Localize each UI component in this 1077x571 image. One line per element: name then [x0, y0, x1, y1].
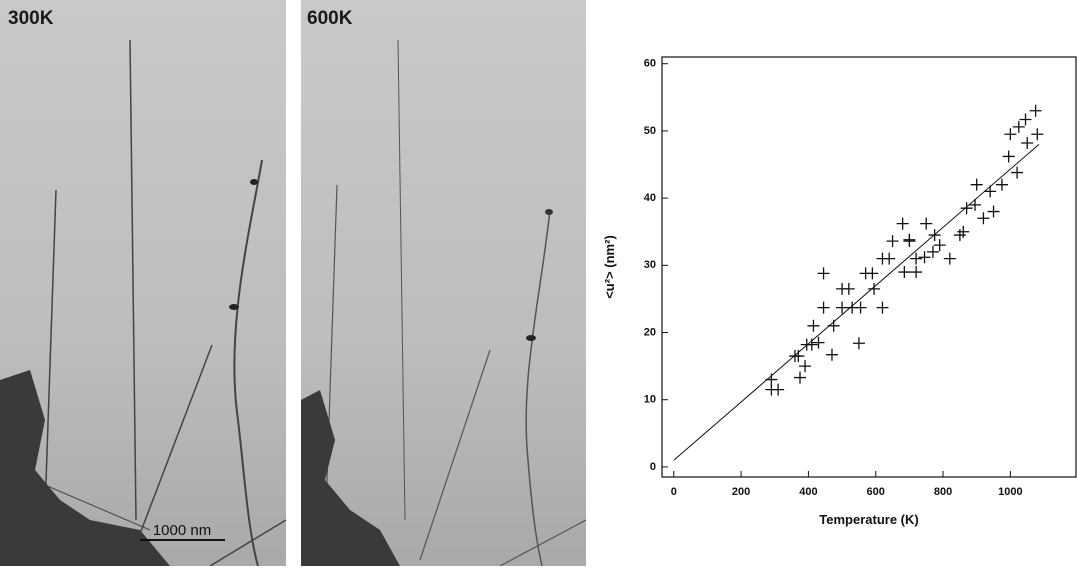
data-point: [812, 336, 825, 349]
x-tick-label: 1000: [998, 486, 1022, 498]
image-background: [301, 0, 586, 566]
data-point: [910, 252, 923, 265]
y-tick-label: 50: [644, 125, 656, 137]
x-axis-title: Temperature (K): [819, 512, 918, 527]
y-tick-label: 40: [644, 192, 656, 204]
debris: [0, 370, 170, 566]
data-point: [920, 217, 933, 230]
data-point: [1031, 128, 1044, 141]
y-axis-title: <u²> (nm²): [602, 235, 617, 299]
data-point: [898, 266, 911, 279]
data-point: [883, 252, 896, 265]
data-point: [866, 267, 879, 280]
data-point: [957, 225, 970, 238]
x-tick-label: 600: [867, 486, 885, 498]
image-label: 300K: [8, 8, 54, 29]
data-point: [977, 212, 990, 225]
y-tick-label: 0: [650, 461, 656, 473]
x-tick-label: 200: [732, 486, 750, 498]
y-tick-label: 60: [644, 58, 656, 70]
data-point: [1002, 150, 1015, 163]
data-point: [805, 338, 818, 351]
data-point: [984, 185, 997, 198]
data-point: [918, 251, 931, 264]
data-point: [987, 205, 1000, 218]
micrograph-300k: 300K 1000 nm: [0, 0, 287, 567]
particle: [545, 209, 553, 215]
data-point: [792, 350, 805, 363]
data-point: [969, 198, 982, 211]
debris: [301, 390, 400, 566]
data-point: [854, 301, 867, 314]
data-point: [943, 252, 956, 265]
data-point: [886, 235, 899, 248]
data-point: [827, 319, 840, 332]
data-point: [772, 383, 785, 396]
whiskers: [9, 39, 287, 567]
particle: [229, 304, 239, 310]
data-point: [926, 245, 939, 258]
image-background: [0, 0, 286, 566]
data-point: [765, 373, 778, 386]
data-point: [836, 301, 849, 314]
data-point: [1011, 166, 1024, 179]
data-point: [825, 348, 838, 361]
data-point: [1029, 104, 1042, 117]
x-tick-label: 0: [671, 486, 677, 498]
data-point: [970, 178, 983, 191]
data-point: [1021, 137, 1034, 150]
data-point: [842, 282, 855, 295]
data-point: [852, 337, 865, 350]
data-point: [928, 229, 941, 242]
data-point: [817, 267, 830, 280]
data-point: [1012, 120, 1025, 133]
data-point: [910, 266, 923, 279]
data-point: [817, 301, 830, 314]
data-point: [1019, 113, 1032, 126]
scatter-chart: Temperature (K) <u²> (nm²) 0 10 20 30 40 50 60…: [602, 56, 1077, 527]
x-tick-label: 800: [934, 486, 952, 498]
whiskers: [324, 39, 587, 567]
particle: [250, 179, 258, 185]
plot-frame: [661, 56, 1077, 478]
data-point: [868, 282, 881, 295]
data-point: [807, 319, 820, 332]
y-tick-label: 10: [644, 394, 656, 406]
data-point: [995, 178, 1008, 191]
data-point: [794, 371, 806, 384]
micrograph-600k: 600K: [301, 0, 587, 567]
data-point: [876, 301, 889, 314]
data-point: [933, 239, 946, 252]
data-point: [960, 202, 973, 215]
data-point: [1004, 128, 1017, 141]
data-point: [799, 360, 812, 373]
y-tick-label: 20: [644, 326, 656, 338]
x-tick-label: 400: [799, 486, 817, 498]
data-point: [903, 233, 916, 246]
data-point: [953, 229, 966, 242]
scale-bar-label: 1000 nm: [153, 522, 211, 539]
y-tick-label: 30: [644, 259, 656, 271]
fit-line: [673, 143, 1040, 461]
image-label: 600K: [307, 8, 353, 29]
particle: [526, 335, 536, 341]
data-point: [896, 217, 909, 230]
